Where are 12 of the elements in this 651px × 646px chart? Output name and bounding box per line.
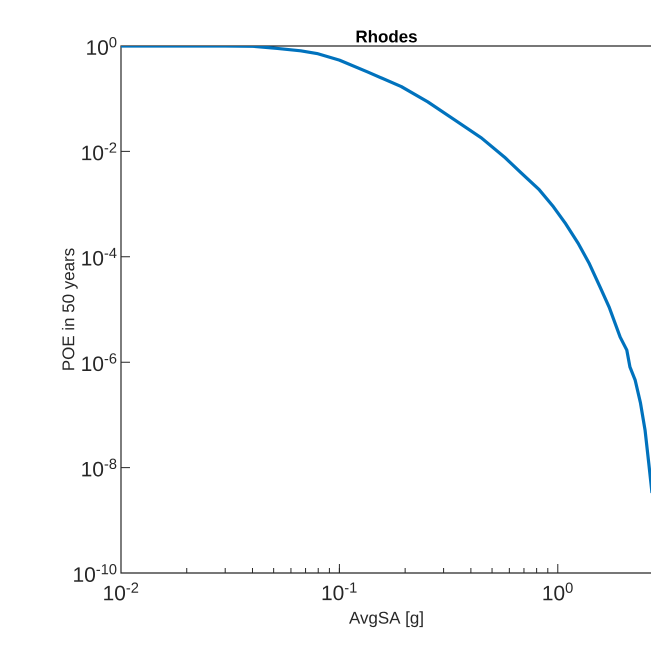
x-tick-label: 10$^{0}$ [543,582,573,600]
y-tick-label: 10$^{-6}$ [82,353,116,372]
chart-title: Rhodes [356,30,417,43]
y-tick-label: 10$^{-10}$ [74,564,116,582]
y-tick-label: 10$^{-2}$ [82,142,116,160]
x-axis-title: AvgSA [g] [349,611,423,628]
y-tick-label: 10$^{-4}$ [82,248,117,266]
y-axis-title: POE in 50 years [62,248,78,370]
x-tick-label: 10$^{-2}$ [104,582,138,600]
x-tick-label: 10$^{-1}$ [322,582,357,600]
y-tick-label: 10$^{-8}$ [82,458,116,477]
y-tick-label: 10$^{0}$ [87,37,116,55]
